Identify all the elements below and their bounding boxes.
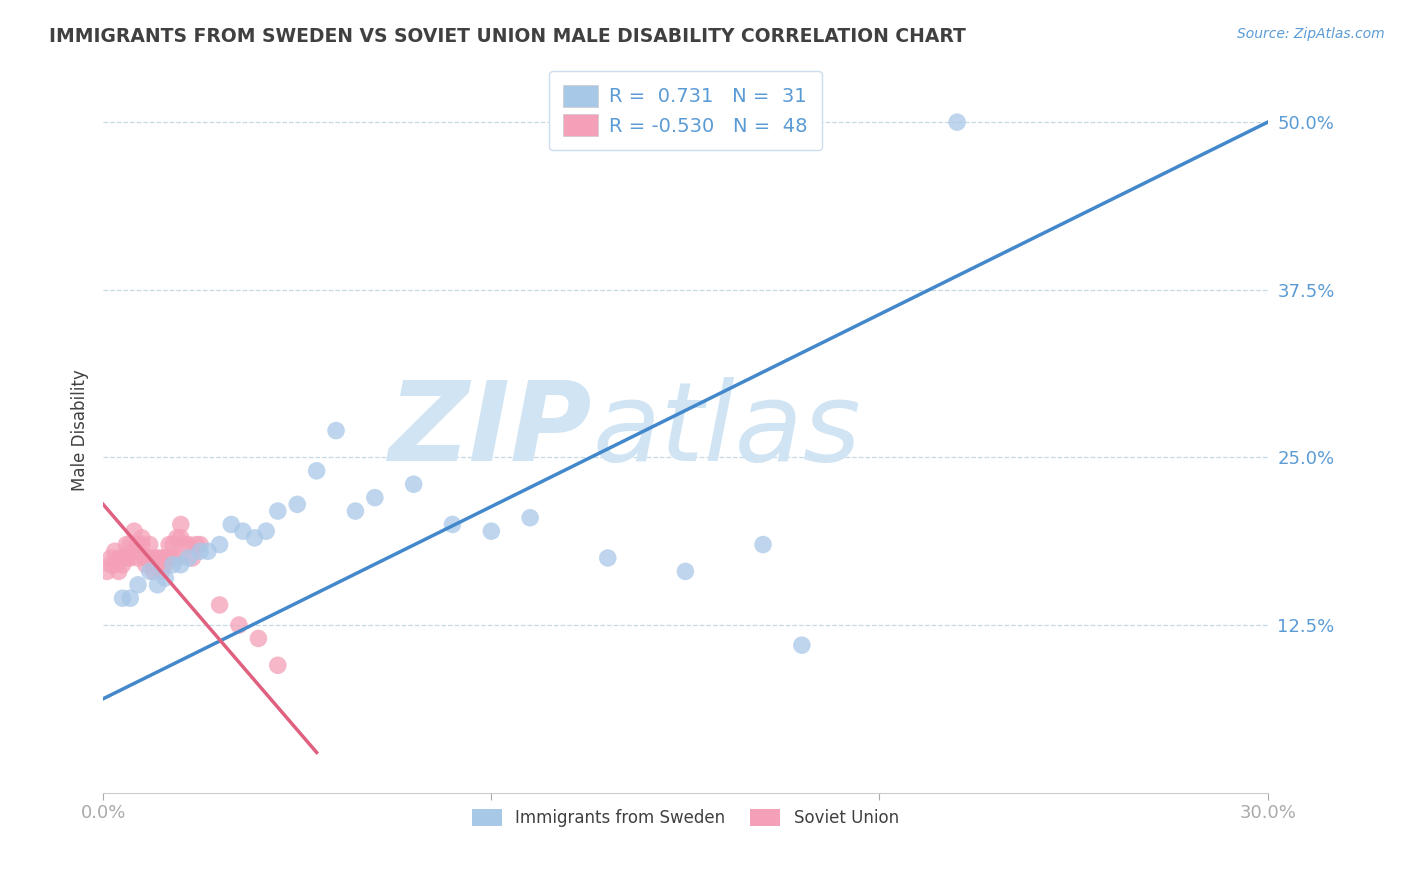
Point (441, 517, 464, 532)
Point (188, 544, 211, 558)
Point (170, 517, 193, 532)
Point (232, 524, 254, 538)
Point (285, 497, 308, 511)
Point (127, 551, 149, 566)
Point (181, 551, 204, 566)
Point (115, 551, 138, 566)
Point (135, 551, 157, 566)
Point (170, 558, 193, 572)
Point (228, 618, 250, 632)
Point (146, 558, 169, 572)
Point (254, 524, 277, 538)
Point (96, 565, 118, 579)
Point (162, 538, 184, 552)
Point (138, 565, 160, 579)
Point (120, 551, 142, 566)
Text: ZIP: ZIP (388, 377, 592, 484)
Point (752, 538, 775, 552)
Point (157, 551, 180, 566)
Point (122, 524, 145, 538)
Point (170, 531, 193, 545)
Point (120, 538, 142, 552)
Point (247, 632, 270, 646)
Point (131, 538, 153, 552)
Point (790, 638, 813, 652)
Point (188, 538, 211, 552)
Point (673, 565, 696, 579)
Point (138, 538, 160, 552)
Text: IMMIGRANTS FROM SWEDEN VS SOVIET UNION MALE DISABILITY CORRELATION CHART: IMMIGRANTS FROM SWEDEN VS SOVIET UNION M… (49, 27, 966, 45)
Point (177, 538, 200, 552)
Point (150, 565, 173, 579)
Point (325, 424, 347, 438)
Point (157, 538, 180, 552)
Point (122, 544, 145, 558)
Point (267, 658, 290, 673)
Point (104, 558, 127, 572)
Point (100, 551, 122, 566)
Point (115, 538, 138, 552)
Point (127, 538, 149, 552)
Point (186, 538, 208, 552)
Point (120, 591, 142, 606)
Text: Source: ZipAtlas.com: Source: ZipAtlas.com (1237, 27, 1385, 41)
Point (166, 531, 188, 545)
Point (138, 551, 160, 566)
Point (173, 538, 195, 552)
Point (344, 504, 367, 518)
Point (243, 531, 266, 545)
Y-axis label: Male Disability: Male Disability (72, 369, 89, 491)
Point (100, 558, 122, 572)
Point (135, 558, 157, 572)
Point (177, 551, 200, 566)
Point (162, 551, 184, 566)
Point (208, 538, 231, 552)
Point (155, 571, 177, 585)
Point (150, 551, 173, 566)
Point (142, 565, 165, 579)
Point (155, 551, 177, 566)
Point (305, 464, 328, 478)
Point (155, 558, 177, 572)
Point (208, 598, 231, 612)
Text: atlas: atlas (592, 377, 860, 484)
Point (946, 115, 969, 129)
Point (142, 551, 165, 566)
Point (519, 510, 541, 524)
Point (111, 558, 134, 572)
Point (596, 551, 619, 566)
Point (146, 551, 169, 566)
Point (104, 544, 127, 558)
Point (111, 591, 134, 606)
Point (402, 477, 425, 491)
Point (162, 558, 184, 572)
Point (146, 578, 169, 592)
Point (127, 578, 149, 592)
Point (107, 565, 129, 579)
Point (166, 551, 188, 566)
Point (111, 551, 134, 566)
Point (267, 504, 290, 518)
Point (131, 531, 153, 545)
Legend: Immigrants from Sweden, Soviet Union: Immigrants from Sweden, Soviet Union (464, 800, 907, 835)
Point (219, 517, 242, 532)
Point (479, 524, 502, 538)
Point (197, 544, 219, 558)
Point (107, 551, 129, 566)
Point (364, 491, 387, 505)
